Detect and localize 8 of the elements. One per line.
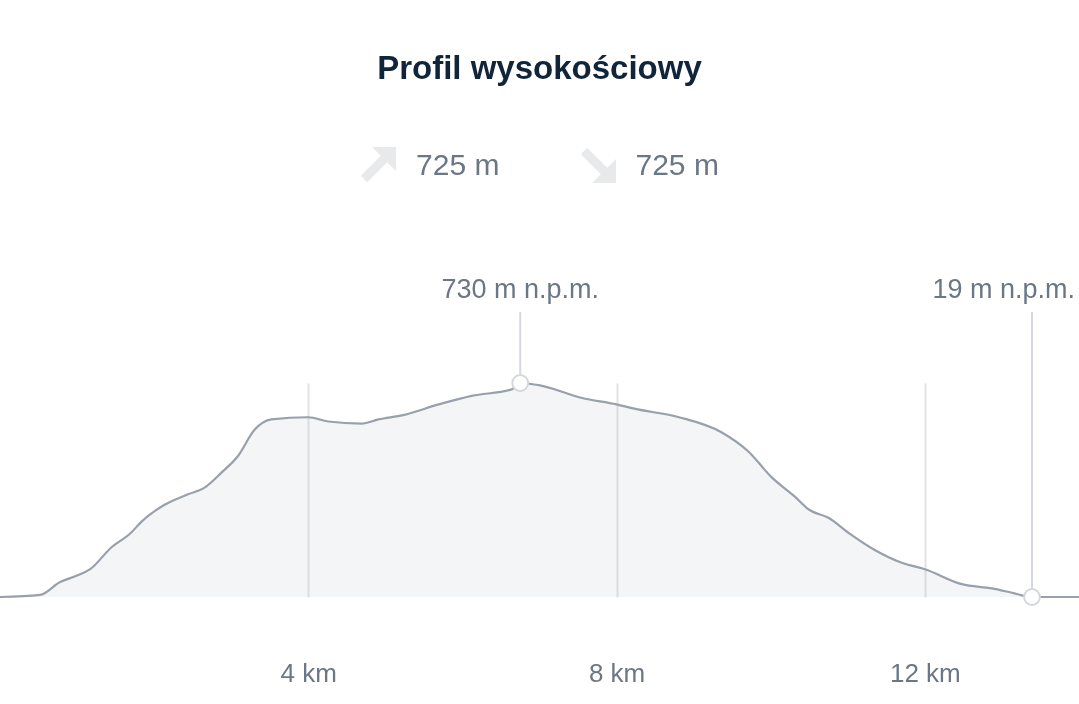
x-tick-label: 8 km xyxy=(588,657,646,688)
annotation: 730 m n.p.m. xyxy=(441,274,600,304)
x-tick-label: 4 km xyxy=(280,657,337,688)
text: 725 m xyxy=(416,147,500,183)
x-tick-label: 12 km xyxy=(889,657,961,688)
chart-title: Profil wysokościowy xyxy=(376,48,703,88)
annotation: 19 m n.p.m. xyxy=(932,274,1075,304)
text: 725 m xyxy=(635,147,719,183)
